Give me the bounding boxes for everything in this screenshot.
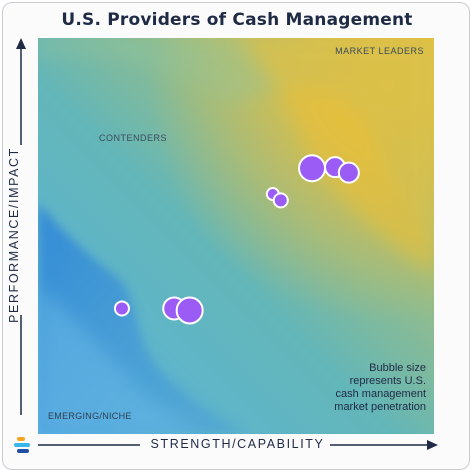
quadrant-label-top-left: CONTENDERS (99, 133, 167, 143)
bubble-1 (298, 154, 327, 183)
quadrant-label-top-right: MARKET LEADERS (335, 46, 424, 56)
bubbles-group (113, 154, 360, 325)
light-blue-lower (38, 288, 208, 434)
y-axis-arrowhead (16, 38, 26, 49)
annotation-line-3: cash management (336, 388, 427, 400)
quadrant-label-bottom-left: EMERGING/NICHE (48, 411, 132, 421)
chart-title: U.S. Providers of Cash Management (61, 10, 413, 30)
background-gradient (38, 38, 434, 434)
brand-logo (14, 436, 36, 456)
annotation-line-4: market penetration (334, 401, 426, 413)
annotation-line-1: Bubble size (369, 362, 426, 374)
plot-area: MARKET LEADERS CONTENDERS EMERGING/NICHE… (38, 38, 434, 434)
bubble-3 (337, 161, 360, 184)
x-axis-label: STRENGTH/CAPABILITY (150, 437, 325, 451)
y-axis-label: PERFORMANCE/IMPACT (7, 147, 21, 323)
yellow-band (238, 38, 434, 273)
bubble-5 (272, 192, 289, 209)
annotation-line-2: represents U.S. (350, 375, 426, 387)
bubble-6 (113, 300, 130, 317)
x-axis-arrowhead (427, 440, 438, 450)
bubble-8 (175, 296, 204, 325)
